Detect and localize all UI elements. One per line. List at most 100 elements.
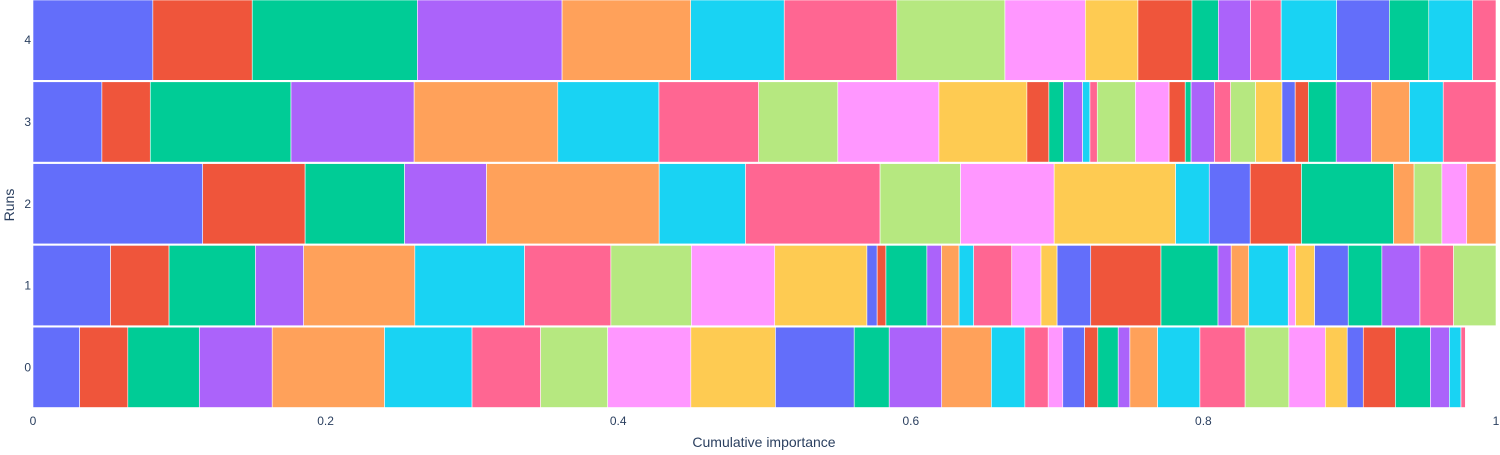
bar-run-1-segment-21 bbox=[1160, 245, 1219, 326]
bar-run-1-segment-28 bbox=[1347, 245, 1383, 326]
bar-run-1-segment-11 bbox=[876, 245, 887, 326]
bar-run-3-segment-6 bbox=[658, 81, 759, 163]
bar-run-0-segment-11 bbox=[853, 326, 890, 408]
y-tick-label: 2 bbox=[24, 197, 31, 211]
bar-run-0-segment-21 bbox=[1129, 326, 1158, 408]
bar-run-1-segment-26 bbox=[1295, 245, 1315, 326]
y-tick-label: 1 bbox=[24, 279, 31, 293]
bar-run-0-segment-25 bbox=[1288, 326, 1326, 408]
x-tick-label: 0.6 bbox=[902, 414, 919, 428]
x-axis-title: Cumulative importance bbox=[692, 434, 835, 450]
bar-run-1-segment-30 bbox=[1419, 245, 1454, 326]
bar-run-4-segment-2 bbox=[251, 0, 418, 81]
bar-run-0-segment-23 bbox=[1199, 326, 1246, 408]
bar-run-3-segment-20 bbox=[1214, 81, 1231, 163]
bar-run-0-segment-15 bbox=[1024, 326, 1049, 408]
bar-run-3-segment-24 bbox=[1294, 81, 1309, 163]
bar-run-4-segment-0 bbox=[32, 0, 154, 81]
bar-run-2-segment-9 bbox=[1053, 163, 1176, 245]
bar-run-3-segment-22 bbox=[1255, 81, 1283, 163]
bar-run-0-segment-31 bbox=[1449, 326, 1462, 408]
bar-run-0-segment-24 bbox=[1244, 326, 1290, 408]
bar-run-0-segment-4 bbox=[271, 326, 385, 408]
bar-run-0-segment-3 bbox=[198, 326, 273, 408]
bar-run-4-segment-3 bbox=[417, 0, 563, 81]
bar-run-2-segment-0 bbox=[32, 163, 204, 245]
x-tick-label: 1 bbox=[1493, 414, 1500, 428]
bar-run-0-segment-32 bbox=[1460, 326, 1466, 408]
y-tick-label: 4 bbox=[24, 33, 31, 47]
bar-run-3-segment-4 bbox=[413, 81, 559, 163]
bar-run-1-segment-13 bbox=[926, 245, 942, 326]
bar-run-1-segment-0 bbox=[32, 245, 111, 326]
x-tick-label: 0.4 bbox=[610, 414, 627, 428]
bar-run-0-segment-9 bbox=[690, 326, 776, 408]
bar-run-1-segment-14 bbox=[941, 245, 960, 326]
bar-run-3-segment-5 bbox=[557, 81, 660, 163]
bar-run-2-segment-5 bbox=[658, 163, 746, 245]
bar-run-1-segment-12 bbox=[885, 245, 928, 326]
bar-run-4-segment-4 bbox=[561, 0, 691, 81]
bar-run-1-segment-20 bbox=[1090, 245, 1162, 326]
bar-run-2-segment-12 bbox=[1249, 163, 1302, 245]
bar-run-0-segment-6 bbox=[471, 326, 541, 408]
bar-run-1-segment-31 bbox=[1453, 245, 1497, 326]
bar-run-3-segment-19 bbox=[1190, 81, 1215, 163]
bar-run-3-segment-2 bbox=[149, 81, 292, 163]
bar-run-3-segment-0 bbox=[32, 81, 103, 163]
bar-run-4-segment-13 bbox=[1250, 0, 1282, 81]
bar-run-3-segment-1 bbox=[101, 81, 151, 163]
bar-run-3-segment-8 bbox=[837, 81, 940, 163]
bar-run-3-segment-17 bbox=[1168, 81, 1186, 163]
bar-run-1-segment-5 bbox=[414, 245, 525, 326]
bar-run-1-segment-4 bbox=[303, 245, 416, 326]
x-tick-label: 0.2 bbox=[317, 414, 334, 428]
bar-run-1-segment-10 bbox=[866, 245, 878, 326]
bar-run-4-segment-1 bbox=[152, 0, 253, 81]
bar-run-1-segment-19 bbox=[1056, 245, 1092, 326]
bar-run-0-segment-18 bbox=[1084, 326, 1099, 408]
bar-run-2-segment-16 bbox=[1441, 163, 1468, 245]
bar-run-0-segment-22 bbox=[1157, 326, 1201, 408]
bar-run-3-segment-25 bbox=[1308, 81, 1337, 163]
bar-run-3-segment-11 bbox=[1048, 81, 1064, 163]
bar-run-1-segment-9 bbox=[774, 245, 868, 326]
bar-run-3-segment-13 bbox=[1082, 81, 1091, 163]
x-tick-label: 0.8 bbox=[1195, 414, 1212, 428]
bar-run-1-segment-2 bbox=[168, 245, 256, 326]
x-tick-label: 0 bbox=[30, 414, 37, 428]
bar-run-2-segment-4 bbox=[486, 163, 660, 245]
bar-run-1-segment-29 bbox=[1381, 245, 1421, 326]
bar-run-0-segment-8 bbox=[607, 326, 692, 408]
bar-run-0-segment-27 bbox=[1346, 326, 1364, 408]
bar-run-0-segment-1 bbox=[79, 326, 129, 408]
bar-run-0-segment-28 bbox=[1362, 326, 1396, 408]
bar-run-3-segment-14 bbox=[1089, 81, 1098, 163]
bar-run-1-segment-3 bbox=[255, 245, 304, 326]
bar-run-1-segment-24 bbox=[1248, 245, 1289, 326]
bar-run-1-segment-15 bbox=[958, 245, 975, 326]
bar-run-3-segment-21 bbox=[1230, 81, 1256, 163]
bar-run-0-segment-5 bbox=[384, 326, 473, 408]
bar-run-2-segment-6 bbox=[745, 163, 881, 245]
bar-run-1-segment-7 bbox=[610, 245, 692, 326]
bar-run-2-segment-2 bbox=[304, 163, 405, 245]
bar-run-1-segment-27 bbox=[1314, 245, 1349, 326]
bar-run-3-segment-28 bbox=[1409, 81, 1444, 163]
bar-run-0-segment-30 bbox=[1430, 326, 1450, 408]
bar-run-0-segment-19 bbox=[1097, 326, 1119, 408]
bar-run-2-segment-3 bbox=[404, 163, 487, 245]
bar-run-4-segment-14 bbox=[1280, 0, 1337, 81]
bar-run-4-segment-16 bbox=[1389, 0, 1430, 81]
y-axis-ticks: 0 1 2 3 4 bbox=[24, 33, 31, 374]
bar-run-3-segment-18 bbox=[1184, 81, 1192, 163]
bar-run-3-segment-9 bbox=[938, 81, 1028, 163]
bar-run-3-segment-12 bbox=[1063, 81, 1083, 163]
bar-run-3-segment-26 bbox=[1335, 81, 1372, 163]
bar-run-4-segment-12 bbox=[1218, 0, 1251, 81]
bar-run-2-segment-7 bbox=[879, 163, 961, 245]
bar-run-0-segment-0 bbox=[32, 326, 80, 408]
bar-run-1-segment-18 bbox=[1040, 245, 1058, 326]
